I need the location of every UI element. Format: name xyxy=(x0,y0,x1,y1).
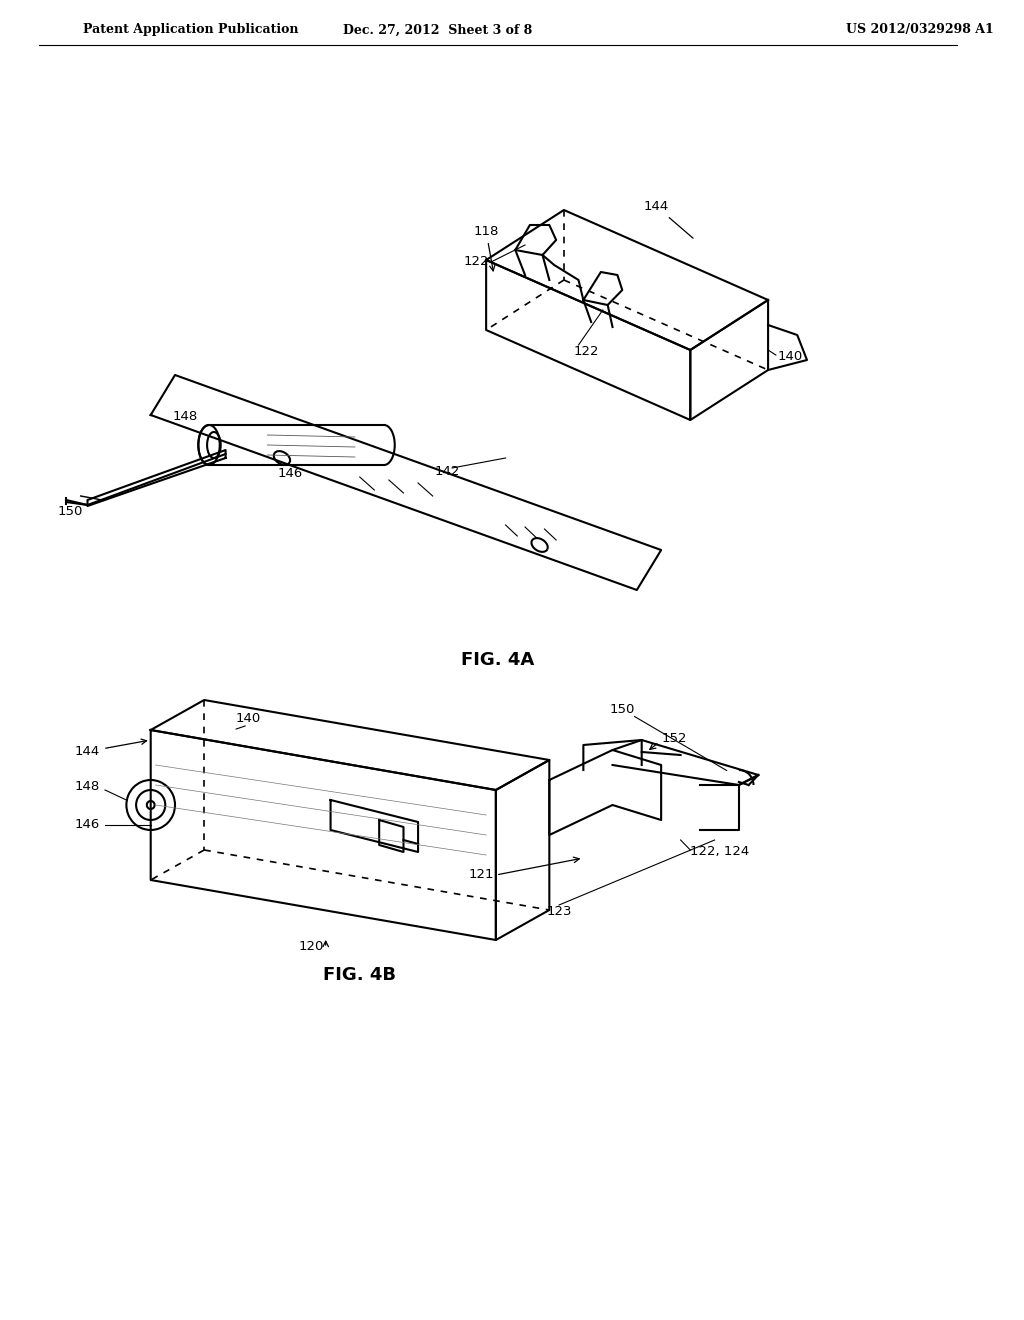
Text: 146: 146 xyxy=(75,818,100,832)
Text: US 2012/0329298 A1: US 2012/0329298 A1 xyxy=(846,24,993,37)
Text: 121: 121 xyxy=(469,869,494,880)
Text: 144: 144 xyxy=(644,201,693,238)
Text: 150: 150 xyxy=(57,506,83,517)
Text: 122, 124: 122, 124 xyxy=(690,845,750,858)
Text: 142: 142 xyxy=(434,465,460,478)
Text: 122: 122 xyxy=(464,255,489,268)
Text: 140: 140 xyxy=(236,711,260,725)
Text: 122: 122 xyxy=(573,345,599,358)
Text: 144: 144 xyxy=(75,739,146,758)
Text: FIG. 4B: FIG. 4B xyxy=(324,966,396,983)
Text: 120: 120 xyxy=(298,940,324,953)
Text: 152: 152 xyxy=(662,733,687,744)
Text: 146: 146 xyxy=(278,467,302,480)
Text: 148: 148 xyxy=(172,411,198,422)
Text: Patent Application Publication: Patent Application Publication xyxy=(83,24,298,37)
Text: 140: 140 xyxy=(778,350,803,363)
Text: 148: 148 xyxy=(75,780,100,793)
Text: 123: 123 xyxy=(546,906,571,917)
Text: Dec. 27, 2012  Sheet 3 of 8: Dec. 27, 2012 Sheet 3 of 8 xyxy=(343,24,532,37)
Text: 150: 150 xyxy=(609,704,635,715)
Text: 118: 118 xyxy=(473,224,499,271)
Text: FIG. 4A: FIG. 4A xyxy=(461,651,535,669)
